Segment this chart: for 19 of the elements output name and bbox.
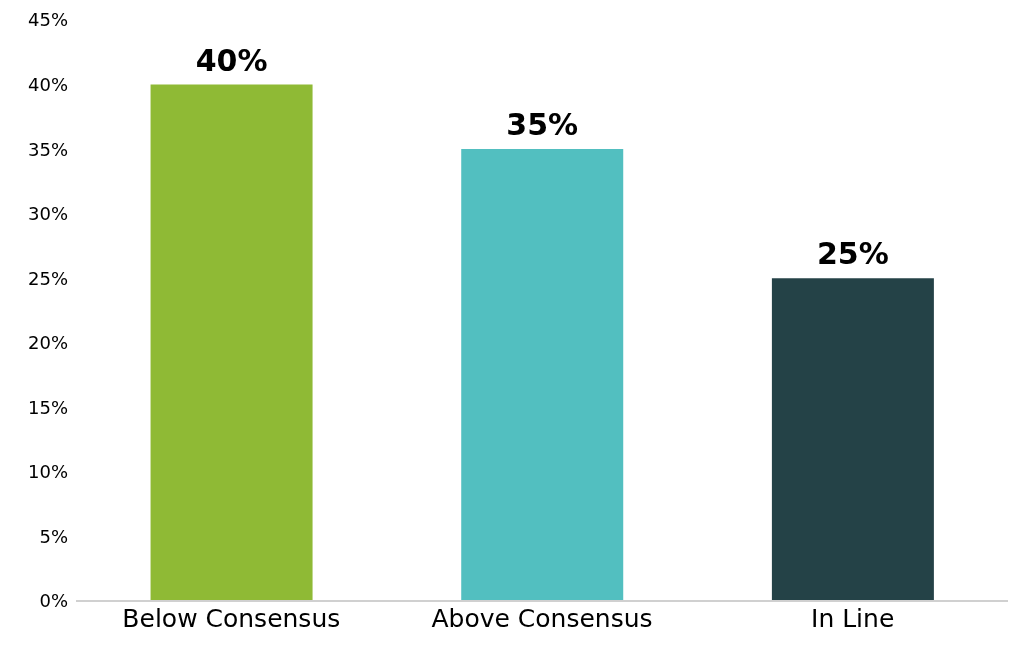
bar bbox=[150, 84, 313, 601]
data-label: 40% bbox=[195, 42, 268, 78]
x-tick-label: Below Consensus bbox=[122, 603, 341, 633]
y-tick-label: 25% bbox=[27, 267, 68, 289]
y-tick-label: 30% bbox=[27, 203, 68, 225]
y-tick-label: 40% bbox=[27, 73, 68, 95]
x-tick-label: In Line bbox=[811, 603, 895, 633]
y-tick-label: 5% bbox=[39, 525, 68, 547]
y-tick-label: 10% bbox=[27, 461, 68, 483]
y-tick-label: 0% bbox=[39, 590, 68, 612]
bar bbox=[461, 149, 624, 601]
data-label: 25% bbox=[816, 236, 889, 272]
bar bbox=[771, 278, 934, 601]
y-tick-label: 35% bbox=[27, 138, 68, 160]
x-tick-label: Above Consensus bbox=[431, 603, 653, 633]
y-tick-label: 20% bbox=[27, 332, 68, 354]
data-label: 35% bbox=[506, 107, 579, 143]
y-tick-label: 45% bbox=[27, 9, 68, 31]
y-tick-label: 15% bbox=[27, 396, 68, 418]
